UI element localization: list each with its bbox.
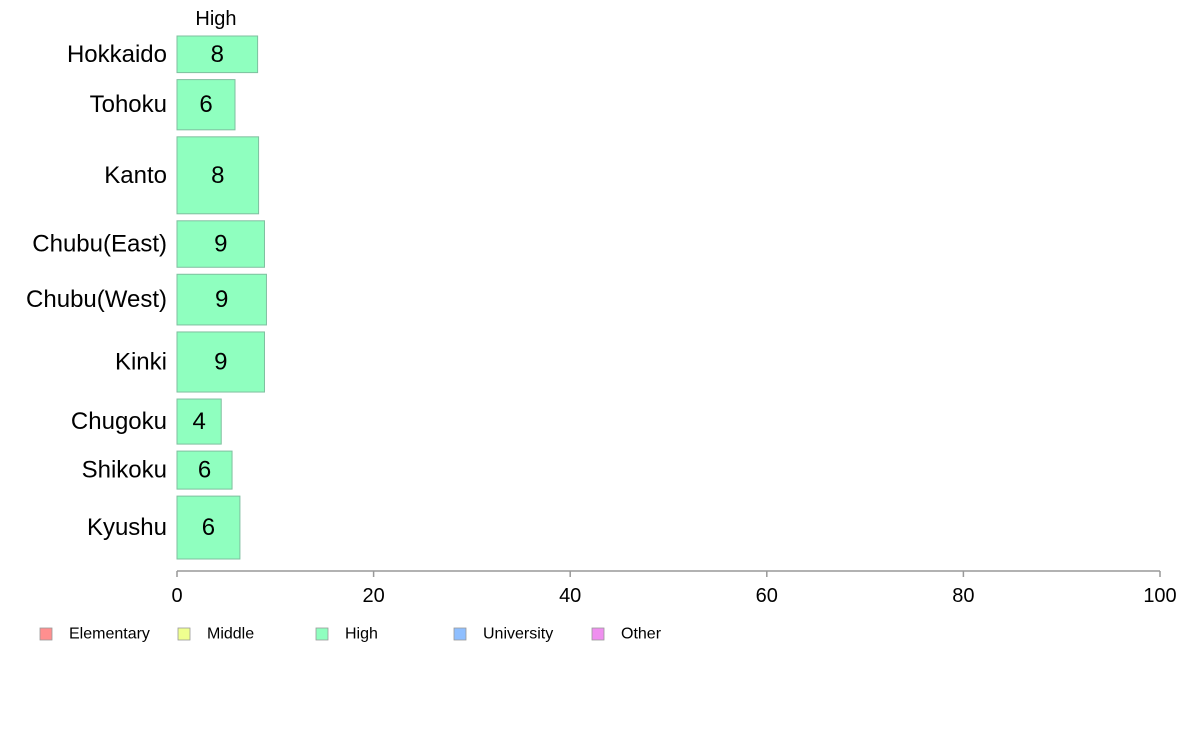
bar-chubu-west (176, 273, 267, 326)
bar-value-label: 9 (215, 286, 228, 313)
bar-value-label: 6 (199, 91, 212, 118)
legend-swatch (453, 627, 467, 641)
category-label: Hokkaido (67, 41, 167, 68)
legend: Elementary Middle High University Other (39, 626, 662, 643)
category-label: Kyushu (87, 514, 167, 541)
category-label: Tohoku (90, 91, 167, 118)
bar-kinki (176, 331, 265, 393)
category-label: Chubu(West) (26, 286, 167, 313)
bar-value-label: 9 (214, 348, 227, 375)
bar-value-label: 4 (192, 408, 205, 435)
category-label: Chubu(East) (32, 231, 167, 258)
bar-chugoku (176, 398, 222, 445)
legend-label: High (345, 626, 378, 643)
category-label: Kanto (104, 162, 167, 189)
bar-tohoku (176, 79, 236, 131)
category-label: Shikoku (82, 457, 167, 484)
x-tick-label: 20 (362, 585, 384, 607)
legend-label: Middle (207, 626, 254, 643)
bar-kanto (176, 136, 260, 215)
bar-value-label: 8 (211, 162, 224, 189)
x-tick-label: 100 (1143, 585, 1176, 607)
bar-hokkaido (176, 35, 259, 74)
legend-label: Other (621, 626, 662, 643)
bar-value-label: 6 (202, 514, 215, 541)
x-axis: 0 20 40 60 80 100 (171, 570, 1177, 607)
legend-swatch (39, 627, 53, 641)
bar-value-label: 9 (214, 231, 227, 258)
legend-swatch (315, 627, 329, 641)
column-header: High (195, 8, 236, 30)
x-tick-label: 40 (559, 585, 581, 607)
bar-shikoku (176, 450, 233, 490)
legend-swatch (591, 627, 605, 641)
category-label: Chugoku (71, 408, 167, 435)
bar-value-label: 6 (198, 457, 211, 484)
x-tick-label: 0 (171, 585, 182, 607)
x-tick-label: 60 (756, 585, 778, 607)
legend-label: University (483, 626, 553, 643)
bar-value-label: 8 (211, 41, 224, 68)
category-label: Kinki (115, 348, 167, 375)
bar-kyushu (176, 495, 241, 560)
x-tick-label: 80 (952, 585, 974, 607)
legend-swatch (177, 627, 191, 641)
legend-label: Elementary (69, 626, 150, 643)
bar-chubu-east (176, 220, 265, 268)
bars-layer: Hokkaido 8 Tohoku 6 Kanto 8 Chubu(East) 9 Chubu(… (26, 35, 267, 560)
